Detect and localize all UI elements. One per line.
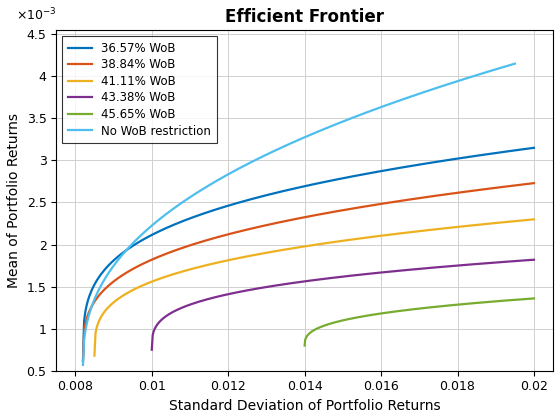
- 36.57% WoB: [407, 163, 414, 168]
- 38.84% WoB: [258, 224, 265, 229]
- 38.84% WoB: [363, 204, 370, 209]
- 38.84% WoB: [530, 181, 537, 186]
- 41.11% WoB: [265, 250, 272, 255]
- Line: 45.65% WoB: 45.65% WoB: [305, 299, 534, 346]
- 45.65% WoB: [376, 311, 382, 316]
- 43.38% WoB: [273, 283, 279, 288]
- 45.65% WoB: [446, 303, 452, 308]
- 41.11% WoB: [91, 353, 98, 358]
- 45.65% WoB: [392, 309, 399, 314]
- No WoB restriction: [391, 100, 398, 105]
- 38.84% WoB: [80, 358, 86, 363]
- No WoB restriction: [220, 174, 227, 179]
- Line: 43.38% WoB: 43.38% WoB: [152, 260, 534, 350]
- X-axis label: Standard Deviation of Portfolio Returns: Standard Deviation of Portfolio Returns: [169, 399, 441, 413]
- No WoB restriction: [511, 61, 518, 66]
- Text: $\times10^{-3}$: $\times10^{-3}$: [16, 7, 57, 23]
- 43.38% WoB: [424, 265, 431, 270]
- 43.38% WoB: [530, 257, 537, 262]
- 43.38% WoB: [300, 279, 306, 284]
- 41.11% WoB: [234, 256, 241, 261]
- 41.11% WoB: [408, 229, 415, 234]
- 38.84% WoB: [407, 197, 414, 202]
- No WoB restriction: [80, 362, 86, 368]
- 43.38% WoB: [426, 265, 433, 270]
- 36.57% WoB: [405, 164, 412, 169]
- 36.57% WoB: [258, 194, 265, 199]
- Line: 38.84% WoB: 38.84% WoB: [83, 183, 534, 361]
- 45.65% WoB: [468, 301, 475, 306]
- 36.57% WoB: [530, 145, 537, 150]
- 41.11% WoB: [410, 229, 417, 234]
- Y-axis label: Mean of Portfolio Returns: Mean of Portfolio Returns: [7, 113, 21, 288]
- 41.11% WoB: [144, 281, 151, 286]
- 43.38% WoB: [148, 347, 155, 352]
- No WoB restriction: [132, 239, 138, 244]
- No WoB restriction: [351, 114, 358, 119]
- Legend: 36.57% WoB, 38.84% WoB, 41.11% WoB, 43.38% WoB, 45.65% WoB, No WoB restriction: 36.57% WoB, 38.84% WoB, 41.11% WoB, 43.3…: [62, 36, 217, 143]
- No WoB restriction: [251, 158, 258, 163]
- 45.65% WoB: [530, 296, 537, 301]
- 43.38% WoB: [194, 299, 201, 304]
- Line: No WoB restriction: No WoB restriction: [83, 64, 515, 365]
- 45.65% WoB: [467, 301, 474, 306]
- 45.65% WoB: [329, 320, 335, 326]
- Line: 36.57% WoB: 36.57% WoB: [83, 148, 534, 361]
- 36.57% WoB: [80, 358, 86, 363]
- 41.11% WoB: [530, 217, 537, 222]
- Line: 41.11% WoB: 41.11% WoB: [95, 219, 534, 356]
- 45.65% WoB: [301, 343, 308, 348]
- 38.84% WoB: [134, 264, 141, 269]
- 36.57% WoB: [134, 241, 141, 246]
- 41.11% WoB: [367, 234, 374, 239]
- 36.57% WoB: [363, 171, 370, 176]
- 36.57% WoB: [227, 203, 234, 208]
- No WoB restriction: [394, 99, 400, 104]
- 38.84% WoB: [405, 197, 412, 202]
- 38.84% WoB: [227, 231, 234, 236]
- 43.38% WoB: [389, 269, 395, 274]
- Title: Efficient Frontier: Efficient Frontier: [225, 8, 384, 26]
